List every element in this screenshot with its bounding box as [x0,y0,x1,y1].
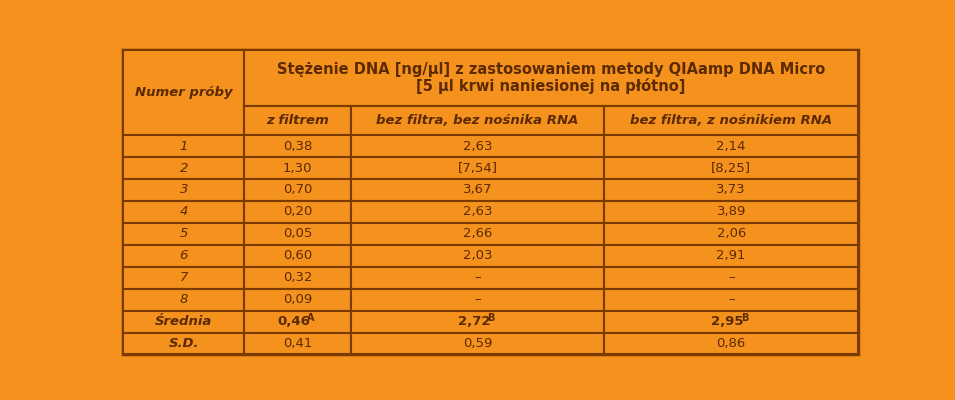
FancyBboxPatch shape [123,223,244,245]
FancyBboxPatch shape [605,106,858,135]
Text: Numer próby: Numer próby [135,86,232,99]
FancyBboxPatch shape [350,332,605,354]
Text: 0,60: 0,60 [283,249,312,262]
Text: 2,06: 2,06 [716,227,746,240]
FancyBboxPatch shape [350,135,605,157]
FancyBboxPatch shape [350,267,605,289]
FancyBboxPatch shape [605,332,858,354]
FancyBboxPatch shape [244,135,350,157]
FancyBboxPatch shape [605,289,858,310]
Text: 2: 2 [180,162,188,174]
FancyBboxPatch shape [244,267,350,289]
Text: –: – [728,293,734,306]
Text: 4: 4 [180,205,188,218]
Text: [8,25]: [8,25] [711,162,752,174]
FancyBboxPatch shape [123,332,244,354]
Text: bez filtra, z nośnikiem RNA: bez filtra, z nośnikiem RNA [630,114,833,127]
FancyBboxPatch shape [123,245,244,267]
Text: 0,32: 0,32 [283,271,312,284]
FancyBboxPatch shape [123,135,244,157]
Text: bez filtra, bez nośnika RNA: bez filtra, bez nośnika RNA [376,114,579,127]
FancyBboxPatch shape [605,157,858,179]
FancyBboxPatch shape [244,179,350,201]
Text: 1,30: 1,30 [283,162,312,174]
FancyBboxPatch shape [123,289,244,310]
FancyBboxPatch shape [244,223,350,245]
Text: 0,09: 0,09 [283,293,312,306]
Text: B: B [487,312,495,322]
Text: Stężenie DNA [ng/µl] z zastosowaniem metody QIAamp DNA Micro: Stężenie DNA [ng/µl] z zastosowaniem met… [277,62,825,76]
Text: 5: 5 [180,227,188,240]
Text: 0,05: 0,05 [283,227,312,240]
Text: A: A [308,312,315,322]
Text: 1: 1 [180,140,188,152]
Text: 6: 6 [180,249,188,262]
Text: –: – [728,271,734,284]
FancyBboxPatch shape [350,310,605,332]
Text: 0,46: 0,46 [278,315,310,328]
Text: 3: 3 [180,184,188,196]
FancyBboxPatch shape [605,245,858,267]
FancyBboxPatch shape [605,201,858,223]
Text: 2,03: 2,03 [463,249,493,262]
Text: 2,14: 2,14 [716,140,746,152]
Text: 0,70: 0,70 [283,184,312,196]
FancyBboxPatch shape [350,289,605,310]
FancyBboxPatch shape [244,201,350,223]
FancyBboxPatch shape [244,245,350,267]
Text: 2,63: 2,63 [463,205,493,218]
Text: z filtrem: z filtrem [266,114,329,127]
FancyBboxPatch shape [350,245,605,267]
FancyBboxPatch shape [350,201,605,223]
FancyBboxPatch shape [123,50,244,135]
FancyBboxPatch shape [605,310,858,332]
Text: –: – [475,293,481,306]
FancyBboxPatch shape [123,201,244,223]
FancyBboxPatch shape [605,267,858,289]
FancyBboxPatch shape [123,310,244,332]
Text: –: – [475,271,481,284]
Text: Średnia: Średnia [155,315,212,328]
Text: 3,67: 3,67 [463,184,493,196]
FancyBboxPatch shape [244,157,350,179]
Text: 2,72: 2,72 [457,315,490,328]
FancyBboxPatch shape [244,332,350,354]
Text: 0,41: 0,41 [283,337,312,350]
Text: [7,54]: [7,54] [457,162,498,174]
FancyBboxPatch shape [244,310,350,332]
Text: 2,95: 2,95 [711,315,744,328]
FancyBboxPatch shape [244,50,858,106]
Text: B: B [741,312,749,322]
FancyBboxPatch shape [244,106,350,135]
FancyBboxPatch shape [605,223,858,245]
FancyBboxPatch shape [123,267,244,289]
Text: 0,86: 0,86 [716,337,746,350]
FancyBboxPatch shape [123,50,858,354]
Text: 2,63: 2,63 [463,140,493,152]
Text: 7: 7 [180,271,188,284]
FancyBboxPatch shape [605,135,858,157]
Text: 8: 8 [180,293,188,306]
FancyBboxPatch shape [244,289,350,310]
FancyBboxPatch shape [350,157,605,179]
Text: 0,59: 0,59 [463,337,493,350]
FancyBboxPatch shape [605,179,858,201]
FancyBboxPatch shape [123,179,244,201]
Text: 3,89: 3,89 [716,205,746,218]
Text: 0,38: 0,38 [283,140,312,152]
Text: 2,91: 2,91 [716,249,746,262]
FancyBboxPatch shape [350,106,605,135]
Text: 3,73: 3,73 [716,184,746,196]
FancyBboxPatch shape [350,179,605,201]
FancyBboxPatch shape [123,157,244,179]
Text: S.D.: S.D. [168,337,199,350]
Text: 0,20: 0,20 [283,205,312,218]
Text: 2,66: 2,66 [463,227,493,240]
FancyBboxPatch shape [350,223,605,245]
Text: [5 µl krwi naniesionej na płótno]: [5 µl krwi naniesionej na płótno] [416,78,686,94]
